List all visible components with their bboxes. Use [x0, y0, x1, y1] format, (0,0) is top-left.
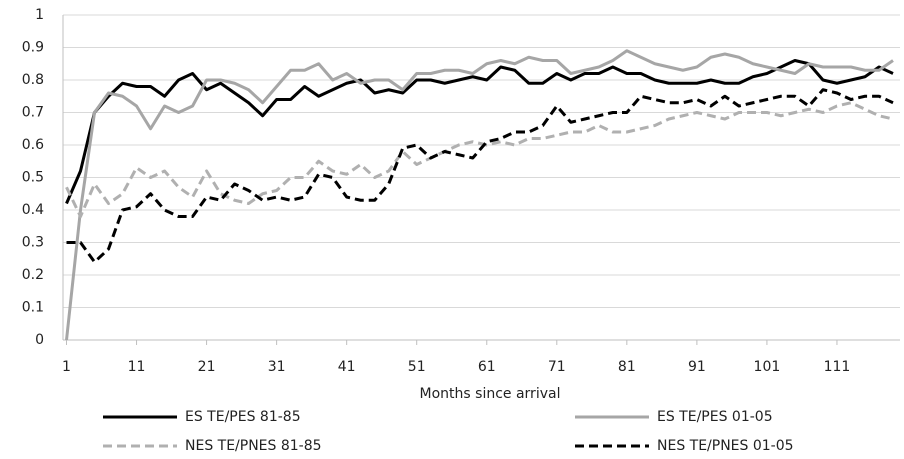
x-tick-label: 41: [338, 359, 356, 375]
y-tick-label: 0: [35, 332, 44, 348]
x-tick-label: 51: [408, 359, 426, 375]
series-line: [65, 49, 894, 341]
x-tick-label: 91: [688, 359, 706, 375]
x-tick-label: 21: [198, 359, 216, 375]
x-axis-label: Months since arrival: [420, 386, 561, 402]
series-line: [65, 101, 894, 218]
y-tick-label: 0.3: [22, 235, 44, 251]
x-tick-label: 31: [268, 359, 286, 375]
y-tick-label: 0.2: [22, 267, 44, 283]
y-tick-label: 0.1: [22, 300, 44, 316]
series-line: [65, 59, 894, 205]
y-tick-label: 0.4: [22, 202, 44, 218]
legend-label: ES TE/PES 01-05: [657, 409, 773, 425]
series-line: [66, 88, 894, 264]
x-tick-label: 11: [128, 359, 146, 375]
x-tick-label: 71: [548, 359, 566, 375]
y-tick-label: 1: [35, 7, 44, 23]
legend-label: NES TE/PNES 01-05: [657, 438, 794, 454]
x-tick-label: 111: [824, 359, 851, 375]
legend-label: ES TE/PES 81-85: [185, 409, 301, 425]
x-tick-label: 81: [618, 359, 636, 375]
legend-label: NES TE/PNES 81-85: [185, 438, 322, 454]
x-tick-label: 101: [754, 359, 781, 375]
x-tick-label: 61: [478, 359, 496, 375]
y-tick-label: 0.7: [22, 105, 44, 121]
y-tick-label: 0.9: [22, 40, 44, 56]
y-tick-label: 0.6: [22, 137, 44, 153]
y-tick-label: 0.8: [22, 72, 44, 88]
y-tick-label: 0.5: [22, 170, 44, 186]
x-tick-label: 1: [62, 359, 71, 375]
